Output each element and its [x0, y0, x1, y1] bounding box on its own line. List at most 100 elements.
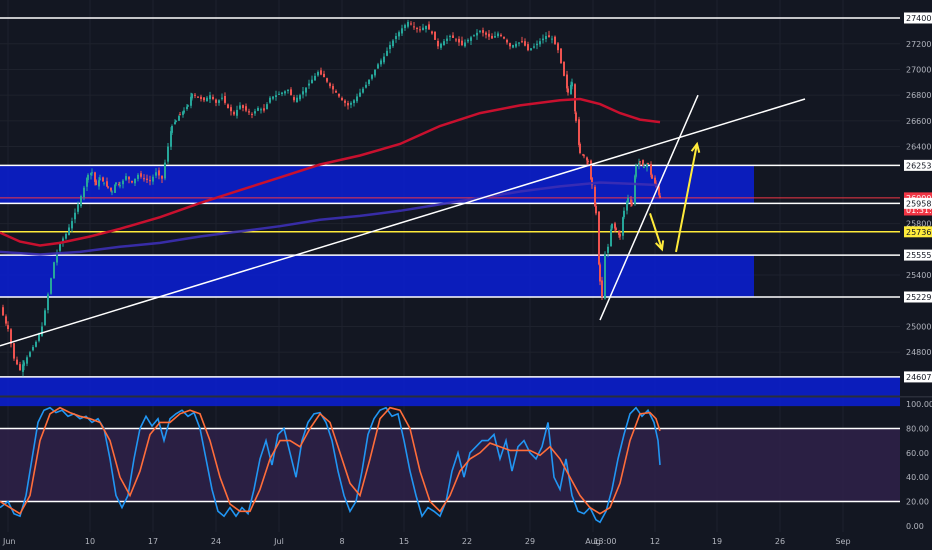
candle-body-130: [356, 96, 358, 102]
candle-body-104: [278, 93, 280, 95]
candle-body-79: [203, 97, 205, 101]
price-tick-label-4: 26400.0: [906, 143, 932, 152]
candle-body-235: [638, 162, 640, 166]
candle-body-213: [591, 177, 593, 186]
arrow-head-1[interactable]: [690, 141, 701, 153]
candle-body-119: [323, 73, 325, 78]
candle-body-157: [437, 40, 439, 47]
candle-body-120: [326, 78, 328, 82]
time-tick-label-9: Aug: [585, 537, 601, 546]
price-tag-0[interactable]: [904, 12, 932, 24]
candle-body-1: [2, 307, 4, 316]
candle-body-166: [464, 42, 466, 47]
candle-body-92: [242, 105, 244, 109]
arrow-head-0[interactable]: [655, 240, 665, 252]
candle-body-204: [574, 84, 576, 112]
candle-body-111: [299, 95, 301, 100]
trendline-0[interactable]: [0, 98, 806, 347]
arrow-shaft-0[interactable]: [649, 213, 663, 250]
time-axis[interactable]: Jun 10 17 24 Jul 8 15 22 29 Aug 12 19 26 Sep 13:00: [0, 534, 932, 550]
candle-body-11: [29, 352, 31, 357]
candle-body-222: [611, 223, 613, 229]
price-tag-3[interactable]: [904, 204, 932, 216]
candle-body-38: [102, 177, 104, 182]
candle-body-88: [230, 107, 232, 112]
price-tag-1[interactable]: [904, 159, 932, 171]
price-tag-6[interactable]: [904, 249, 932, 261]
candle-body-184: [518, 42, 520, 44]
price-axis[interactable]: 27200.0 27000.0 26800.0 26600.0 26400.0 25800…: [900, 0, 932, 396]
candle-body-94: [248, 111, 250, 113]
candle-body-127: [347, 103, 349, 106]
candle-body-245: [658, 186, 660, 195]
candle-body-97: [257, 108, 259, 111]
candle-body-114: [308, 83, 310, 86]
candle-body-115: [311, 79, 313, 84]
candle-body-116: [314, 75, 316, 81]
candle-body-73: [187, 105, 189, 107]
price-tag-8[interactable]: [904, 371, 932, 383]
candle-body-134: [368, 79, 370, 84]
candle-body-219: [604, 254, 606, 299]
candle-body-133: [365, 84, 367, 88]
candle-body-77: [197, 96, 199, 98]
candle-body-16: [44, 310, 46, 325]
candle-body-33: [91, 172, 93, 174]
candle-body-45: [115, 182, 117, 185]
time-tick-label-2: 17: [148, 537, 158, 546]
price-tag-5[interactable]: [904, 226, 932, 238]
candle-body-13: [35, 341, 37, 347]
candle-body-143: [395, 36, 397, 39]
price-tag-label-4: 25958.0: [906, 199, 932, 208]
trendline-1[interactable]: [599, 94, 699, 321]
candle-body-237: [642, 160, 644, 166]
trendlines[interactable]: [0, 94, 806, 347]
candle-body-180: [506, 39, 508, 43]
arrow-shaft-1[interactable]: [675, 143, 698, 253]
candle-body-37: [99, 178, 101, 180]
candle-body-3: [7, 325, 9, 330]
oscillator-axis[interactable]: 100.00 80.00 60.00 40.00 20.00 0.00: [900, 398, 932, 534]
candle-body-74: [190, 96, 192, 106]
candle-body-190: [536, 43, 538, 46]
candle-body-232: [631, 203, 633, 205]
time-tick-label-5: 8: [339, 537, 344, 546]
candle-body-175: [491, 35, 493, 39]
candle-body-159: [443, 41, 445, 46]
candle-body-172: [482, 30, 484, 33]
stochastic-oscillator: [0, 406, 661, 524]
price-tag-7[interactable]: [904, 291, 932, 303]
candle-body-102: [272, 96, 274, 99]
candle-body-70: [182, 111, 184, 115]
candle-body-25: [71, 221, 73, 229]
candle-body-146: [404, 25, 406, 28]
candle-body-229: [626, 201, 628, 211]
candle-body-169: [473, 34, 475, 36]
price-tag-label-3: 01:31:40: [906, 206, 932, 215]
oscillator-background: [0, 395, 932, 503]
zone-2: [0, 376, 900, 407]
projection-arrows[interactable]: [649, 141, 701, 253]
candle-body-5: [13, 343, 15, 359]
candle-body-128: [350, 102, 352, 105]
candle-body-117: [317, 72, 319, 76]
candle-body-217: [599, 264, 601, 282]
candle-body-214: [594, 186, 596, 207]
price-tag-4[interactable]: [904, 197, 932, 209]
candle-body-174: [488, 33, 490, 37]
candle-body-72: [186, 106, 188, 110]
candle-body-99: [263, 108, 265, 111]
candle-body-42: [110, 187, 112, 191]
candle-body-194: [548, 35, 550, 38]
candle-body-155: [431, 31, 433, 34]
time-tick-label-3: 24: [211, 537, 221, 546]
candle-body-136: [374, 69, 376, 76]
candle-body-103: [275, 95, 277, 98]
candle-body-200: [566, 74, 568, 89]
candle-body-19: [53, 262, 55, 279]
oscillator-line-1: [0, 406, 661, 515]
price-candles: [2, 19, 661, 377]
candle-body-246: [659, 195, 661, 198]
candle-body-124: [338, 93, 340, 97]
